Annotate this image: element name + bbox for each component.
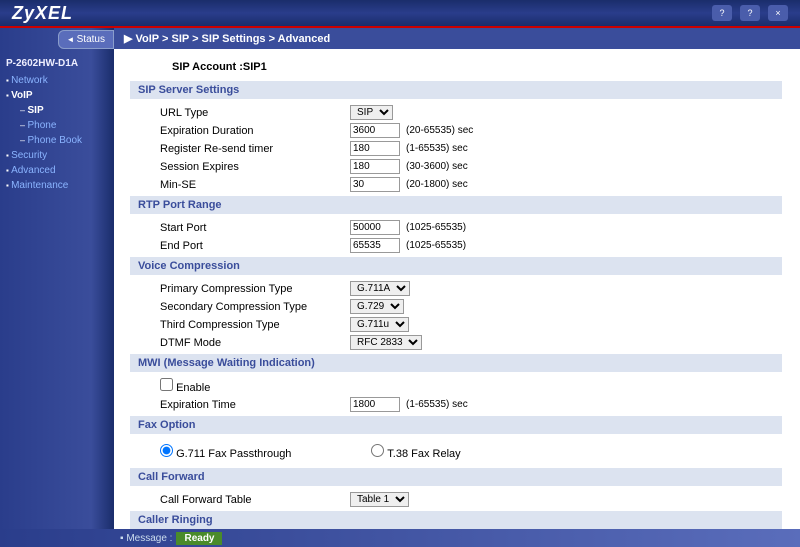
mwi-enable-label[interactable]: Enable	[160, 378, 210, 394]
secondary-comp-label: Secondary Compression Type	[160, 301, 350, 313]
nav-security[interactable]: Security	[11, 150, 47, 161]
top-bar: ZyXEL ? ? ×	[0, 0, 800, 28]
min-se-hint: (20-1800) sec	[406, 179, 468, 190]
nav-sip[interactable]: SIP	[28, 105, 44, 116]
end-port-hint: (1025-65535)	[406, 240, 466, 251]
sess-exp-input[interactable]	[350, 159, 400, 174]
fax-t38-label[interactable]: T.38 Fax Relay	[371, 444, 460, 460]
primary-comp-label: Primary Compression Type	[160, 283, 350, 295]
fwd-table-select[interactable]: Table 1	[350, 492, 409, 507]
status-ready: Ready	[176, 532, 222, 545]
nav-phonebook[interactable]: Phone Book	[28, 135, 83, 146]
third-comp-label: Third Compression Type	[160, 319, 350, 331]
section-mwi: MWI (Message Waiting Indication)	[130, 354, 782, 372]
sidebar: Status P-2602HW-D1A Network VoIP SIP Pho…	[0, 28, 114, 529]
url-type-select[interactable]: SIP	[350, 105, 393, 120]
fax-g711-radio[interactable]	[160, 444, 173, 457]
mwi-exp-input[interactable]	[350, 397, 400, 412]
nav-phone[interactable]: Phone	[28, 120, 57, 131]
device-name: P-2602HW-D1A	[6, 58, 114, 69]
help-icon[interactable]: ?	[712, 5, 732, 21]
start-port-hint: (1025-65535)	[406, 222, 466, 233]
exp-dur-hint: (20-65535) sec	[406, 125, 473, 136]
third-comp-select[interactable]: G.711u	[350, 317, 409, 332]
content-area: SIP Account :SIP1 SIP Server Settings UR…	[114, 49, 800, 529]
logo: ZyXEL	[12, 3, 73, 24]
start-port-input[interactable]	[350, 220, 400, 235]
mwi-enable-checkbox[interactable]	[160, 378, 173, 391]
resend-hint: (1-65535) sec	[406, 143, 468, 154]
section-rtp: RTP Port Range	[130, 196, 782, 214]
start-port-label: Start Port	[160, 222, 350, 234]
section-voice: Voice Compression	[130, 257, 782, 275]
mwi-exp-hint: (1-65535) sec	[406, 399, 468, 410]
sip-account-label: SIP Account :SIP1	[142, 61, 782, 73]
exp-dur-input[interactable]	[350, 123, 400, 138]
resend-label: Register Re-send timer	[160, 143, 350, 155]
fax-t38-text: T.38 Fax Relay	[387, 448, 460, 460]
message-label-text: Message :	[126, 533, 172, 544]
secondary-comp-select[interactable]: G.729	[350, 299, 404, 314]
section-ring: Caller Ringing	[130, 511, 782, 529]
status-tab[interactable]: Status	[58, 30, 115, 49]
wizard-icon[interactable]: ?	[740, 5, 760, 21]
primary-comp-select[interactable]: G.711A	[350, 281, 410, 296]
min-se-label: Min-SE	[160, 179, 350, 191]
mwi-enable-text: Enable	[176, 382, 210, 394]
breadcrumb-text: VoIP > SIP > SIP Settings > Advanced	[136, 33, 331, 45]
end-port-input[interactable]	[350, 238, 400, 253]
nav-maintenance[interactable]: Maintenance	[11, 180, 68, 191]
sess-exp-hint: (30-3600) sec	[406, 161, 468, 172]
end-port-label: End Port	[160, 240, 350, 252]
url-type-label: URL Type	[160, 107, 350, 119]
exp-dur-label: Expiration Duration	[160, 125, 350, 137]
fax-t38-radio[interactable]	[371, 444, 384, 457]
section-fax: Fax Option	[130, 416, 782, 434]
message-label: ▪ Message :	[120, 533, 172, 544]
fax-g711-label[interactable]: G.711 Fax Passthrough	[160, 444, 291, 460]
breadcrumb: ▶ VoIP > SIP > SIP Settings > Advanced	[114, 28, 800, 49]
nav-list: Network VoIP SIP Phone Phone Book Securi…	[0, 73, 114, 193]
nav-network[interactable]: Network	[11, 75, 48, 86]
nav-advanced[interactable]: Advanced	[11, 165, 55, 176]
dtmf-label: DTMF Mode	[160, 337, 350, 349]
sess-exp-label: Session Expires	[160, 161, 350, 173]
section-fwd: Call Forward	[130, 468, 782, 486]
fax-g711-text: G.711 Fax Passthrough	[176, 448, 291, 460]
logout-icon[interactable]: ×	[768, 5, 788, 21]
nav-voip[interactable]: VoIP	[11, 90, 32, 101]
footer-bar: ▪ Message : Ready	[0, 529, 800, 547]
top-icons: ? ? ×	[712, 5, 788, 21]
mwi-exp-label: Expiration Time	[160, 399, 350, 411]
fwd-table-label: Call Forward Table	[160, 494, 350, 506]
min-se-input[interactable]	[350, 177, 400, 192]
section-sip-server: SIP Server Settings	[130, 81, 782, 99]
resend-input[interactable]	[350, 141, 400, 156]
dtmf-select[interactable]: RFC 2833	[350, 335, 422, 350]
